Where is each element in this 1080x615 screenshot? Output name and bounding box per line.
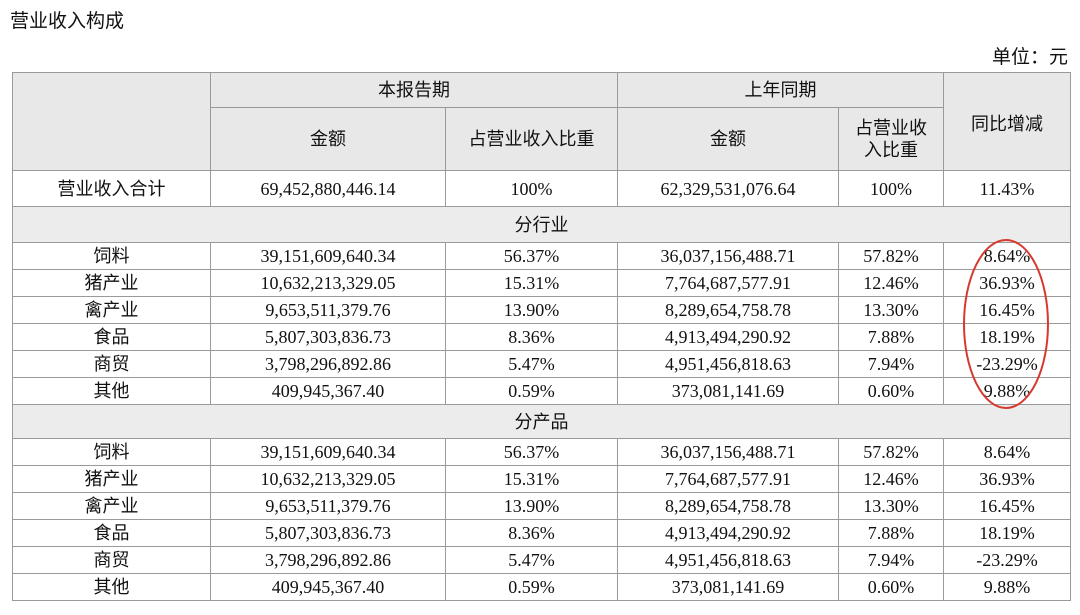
data-cell: 5,807,303,836.73 — [210, 323, 446, 351]
data-cell: 8,289,654,758.78 — [617, 492, 839, 520]
table-row: 其他 409,945,367.40 0.59% 373,081,141.69 0.60%… — [12, 573, 1071, 601]
unit: 单位：元 — [991, 47, 1068, 68]
corner-cell — [12, 72, 211, 171]
row-label: 食品 — [12, 519, 211, 547]
total-cell: 69,452,880,446.14 — [210, 170, 446, 207]
data-cell: 57.82% — [838, 242, 944, 270]
table-row: 禽产业 9,653,511,379.76 13.90% 8,289,654,758.7… — [12, 492, 1071, 520]
data-cell: 10,632,213,329.05 — [210, 465, 446, 493]
table-row: 猪产业 10,632,213,329.05 15.31% 7,764,687,577.… — [12, 465, 1071, 493]
revenue-table: 本报告期 上年同期 同比增减 金额 占营业收入比重 金额 占营业收入比重 营业收… — [12, 72, 1071, 601]
data-cell: 4,951,456,818.63 — [617, 350, 839, 378]
data-cell: 0.60% — [838, 573, 944, 601]
total-cell: 62,329,531,076.64 — [617, 170, 839, 207]
row-label: 食品 — [12, 323, 211, 351]
table-row: 饲料 39,151,609,640.34 56.37% 36,037,156,488.… — [12, 438, 1071, 466]
header-cell: 同比增减 — [943, 72, 1071, 171]
row-label: 猪产业 — [12, 269, 211, 297]
table-body: 本报告期 上年同期 同比增减 金额 占营业收入比重 金额 占营业收入比重 营业收… — [12, 72, 1071, 601]
data-cell: 56.37% — [445, 242, 618, 270]
data-cell: 3,798,296,892.86 — [210, 350, 446, 378]
table-row: 其他 409,945,367.40 0.59% 373,081,141.69 0.60%… — [12, 377, 1071, 405]
total-cell: 11.43% — [943, 170, 1071, 207]
data-cell: 409,945,367.40 — [210, 573, 446, 601]
data-cell: 9.88% — [943, 377, 1071, 405]
header-cell: 本报告期 — [210, 72, 618, 108]
data-cell: 373,081,141.69 — [617, 573, 839, 601]
row-label: 禽产业 — [12, 296, 211, 324]
data-cell: 13.90% — [445, 492, 618, 520]
data-cell: 8.36% — [445, 323, 618, 351]
data-cell: 7.88% — [838, 519, 944, 547]
data-cell: 409,945,367.40 — [210, 377, 446, 405]
data-cell: 9.88% — [943, 573, 1071, 601]
data-cell: 12.46% — [838, 269, 944, 297]
data-cell: 9,653,511,379.76 — [210, 296, 446, 324]
row-label: 营业收入合计 — [12, 170, 211, 207]
data-cell: 57.82% — [838, 438, 944, 466]
data-cell: 5,807,303,836.73 — [210, 519, 446, 547]
table-row: 分产品 — [12, 404, 1071, 439]
row-label: 禽产业 — [12, 492, 211, 520]
data-cell: 8.36% — [445, 519, 618, 547]
table-row: 营业收入合计 69,452,880,446.14 100% 62,329,531,07… — [12, 170, 1071, 207]
data-cell: 56.37% — [445, 438, 618, 466]
data-cell: 16.45% — [943, 492, 1071, 520]
data-cell: 8.64% — [943, 242, 1071, 270]
data-cell: 7.94% — [838, 350, 944, 378]
table-row: 饲料 39,151,609,640.34 56.37% 36,037,156,488.… — [12, 242, 1071, 270]
data-cell: 18.19% — [943, 519, 1071, 547]
data-cell: 5.47% — [445, 350, 618, 378]
header-cell: 金额 — [210, 107, 446, 171]
data-cell: 36,037,156,488.71 — [617, 438, 839, 466]
row-label: 商贸 — [12, 546, 211, 574]
header-cell: 上年同期 — [617, 72, 944, 108]
data-cell: -23.29% — [943, 350, 1071, 378]
data-cell: 0.59% — [445, 573, 618, 601]
data-cell: 39,151,609,640.34 — [210, 438, 446, 466]
data-cell: 39,151,609,640.34 — [210, 242, 446, 270]
total-cell: 100% — [838, 170, 944, 207]
title: 营业收入构成 — [10, 11, 125, 32]
data-cell: 7.94% — [838, 546, 944, 574]
data-cell: 373,081,141.69 — [617, 377, 839, 405]
data-cell: 15.31% — [445, 465, 618, 493]
data-cell: 0.60% — [838, 377, 944, 405]
data-cell: 4,951,456,818.63 — [617, 546, 839, 574]
row-label: 其他 — [12, 573, 211, 601]
data-cell: 4,913,494,290.92 — [617, 323, 839, 351]
table-row: 食品 5,807,303,836.73 8.36% 4,913,494,290.92 7… — [12, 519, 1071, 547]
data-cell: 36,037,156,488.71 — [617, 242, 839, 270]
header-cell: 金额 — [617, 107, 839, 171]
table-row: 商贸 3,798,296,892.86 5.47% 4,951,456,818.63 7… — [12, 350, 1071, 378]
data-cell: 9,653,511,379.76 — [210, 492, 446, 520]
header-cell: 占营业收入比重 — [838, 107, 944, 171]
data-cell: 5.47% — [445, 546, 618, 574]
row-label: 商贸 — [12, 350, 211, 378]
section-title: 分产品 — [12, 404, 1071, 439]
table-row: 商贸 3,798,296,892.86 5.47% 4,951,456,818.63 7… — [12, 546, 1071, 574]
section-title: 分行业 — [12, 206, 1071, 243]
highlight-ellipse — [963, 239, 1049, 409]
data-cell: 8,289,654,758.78 — [617, 296, 839, 324]
data-cell: 36.93% — [943, 269, 1071, 297]
data-cell: 12.46% — [838, 465, 944, 493]
table-row: 分行业 — [12, 206, 1071, 243]
